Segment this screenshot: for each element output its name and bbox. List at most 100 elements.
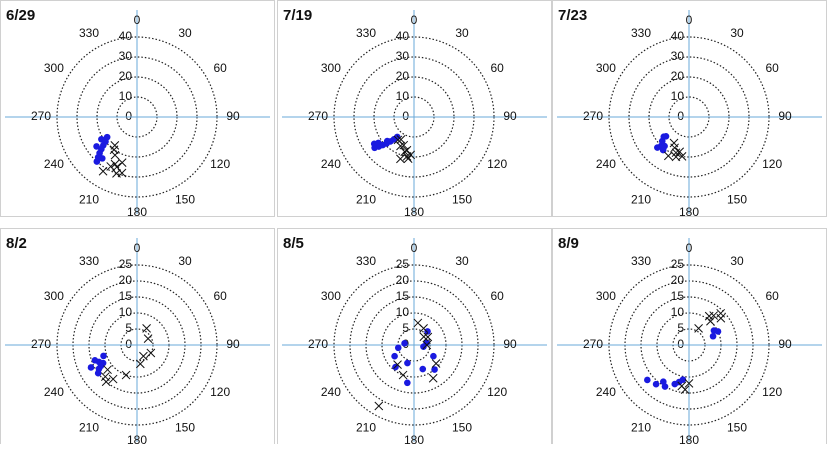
polar-panel: 7/19010203040030609012015018021024027030… <box>277 0 552 219</box>
polar-panel: 7/23010203040030609012015018021024027030… <box>552 0 827 219</box>
angle-tick-label: 270 <box>308 337 328 351</box>
point <box>375 139 382 147</box>
angle-tick-label: 210 <box>631 420 651 434</box>
point <box>121 370 131 380</box>
angle-tick-label: 90 <box>226 337 240 351</box>
point <box>98 155 106 162</box>
point <box>383 137 391 145</box>
angle-tick-label: 30 <box>455 26 469 40</box>
angle-tick-label: 330 <box>79 26 99 40</box>
r-tick-label: 0 <box>677 337 684 351</box>
point <box>661 383 669 390</box>
angle-tick-label: 120 <box>487 157 507 171</box>
r-tick-label: 15 <box>396 289 410 303</box>
r-tick-label: 40 <box>119 29 133 43</box>
angle-tick-label: 60 <box>765 289 779 303</box>
point <box>424 328 431 335</box>
angle-tick-label: 60 <box>490 61 504 75</box>
point <box>404 379 411 387</box>
r-tick-label: 10 <box>396 305 410 319</box>
point <box>393 135 403 145</box>
r-tick-label: 5 <box>125 321 132 335</box>
chart-title: 8/2 <box>6 235 27 252</box>
point <box>394 344 402 352</box>
angle-tick-label: 150 <box>727 420 747 434</box>
r-tick-label: 20 <box>119 273 133 287</box>
angle-tick-label: 270 <box>583 109 603 123</box>
angle-tick-label: 30 <box>178 26 192 40</box>
point <box>117 158 127 168</box>
point <box>420 343 427 350</box>
r-tick-label: 10 <box>671 305 685 319</box>
chart-title: 7/19 <box>283 7 312 24</box>
point <box>142 324 151 333</box>
angle-tick-label: 0 <box>134 241 141 255</box>
point <box>402 145 412 155</box>
panel-border <box>0 0 275 217</box>
angle-tick-label: 0 <box>686 241 693 255</box>
r-tick-label: 20 <box>119 69 133 83</box>
point <box>94 369 102 377</box>
angle-tick-label: 30 <box>730 254 744 268</box>
point <box>652 380 660 388</box>
angle-tick-label: 60 <box>213 61 227 75</box>
angle-tick-label: 60 <box>490 289 504 303</box>
point <box>110 141 120 150</box>
point <box>108 374 118 384</box>
point <box>396 154 405 164</box>
r-tick-label: 30 <box>119 49 133 63</box>
angle-tick-label: 0 <box>411 13 418 27</box>
r-tick-label: 10 <box>119 305 133 319</box>
angle-tick-label: 150 <box>452 420 472 434</box>
angle-tick-label: 120 <box>210 385 230 399</box>
r-tick-label: 5 <box>402 321 409 335</box>
point <box>419 365 427 373</box>
angle-tick-label: 300 <box>44 289 64 303</box>
chart-title: 7/23 <box>558 7 587 24</box>
point <box>422 340 432 350</box>
r-tick-label: 20 <box>396 273 410 287</box>
r-tick-label: 20 <box>671 69 685 83</box>
angle-tick-label: 300 <box>596 289 616 303</box>
point <box>98 166 108 176</box>
angle-tick-label: 180 <box>679 433 699 444</box>
angle-tick-label: 210 <box>356 420 376 434</box>
polar-panel: 8/20510152025030609012015018021024027030… <box>0 228 275 447</box>
angle-tick-label: 120 <box>487 385 507 399</box>
point <box>396 135 406 144</box>
angle-tick-label: 330 <box>631 254 651 268</box>
angle-tick-label: 300 <box>321 289 341 303</box>
point <box>117 168 127 178</box>
angle-tick-label: 330 <box>356 254 376 268</box>
angle-tick-label: 240 <box>44 385 64 399</box>
point <box>103 133 111 141</box>
point <box>419 332 429 342</box>
angle-tick-label: 240 <box>44 157 64 171</box>
point <box>110 150 120 160</box>
point <box>374 401 384 411</box>
polar-panel: 8/50510152025030609012015018021024027030… <box>277 228 552 447</box>
polar-panel: 8/90510152025030609012015018021024027030… <box>552 228 827 447</box>
point <box>403 154 413 163</box>
panel-border <box>277 0 552 217</box>
point <box>716 313 726 323</box>
point <box>112 162 122 172</box>
angle-tick-label: 330 <box>356 26 376 40</box>
angle-tick-label: 210 <box>356 192 376 206</box>
angle-tick-label: 300 <box>321 61 341 75</box>
angle-tick-label: 330 <box>631 26 651 40</box>
point <box>413 318 423 328</box>
angle-tick-label: 60 <box>765 61 779 75</box>
point <box>135 359 145 369</box>
r-tick-label: 10 <box>396 89 410 103</box>
angle-tick-label: 150 <box>175 192 195 206</box>
point <box>101 377 111 387</box>
point <box>93 158 101 165</box>
angle-tick-label: 180 <box>127 433 147 444</box>
angle-tick-label: 180 <box>679 205 699 219</box>
angle-tick-label: 270 <box>31 337 51 351</box>
angle-tick-label: 180 <box>127 205 147 219</box>
r-tick-label: 30 <box>671 49 685 63</box>
point <box>103 365 112 375</box>
point <box>398 370 408 380</box>
